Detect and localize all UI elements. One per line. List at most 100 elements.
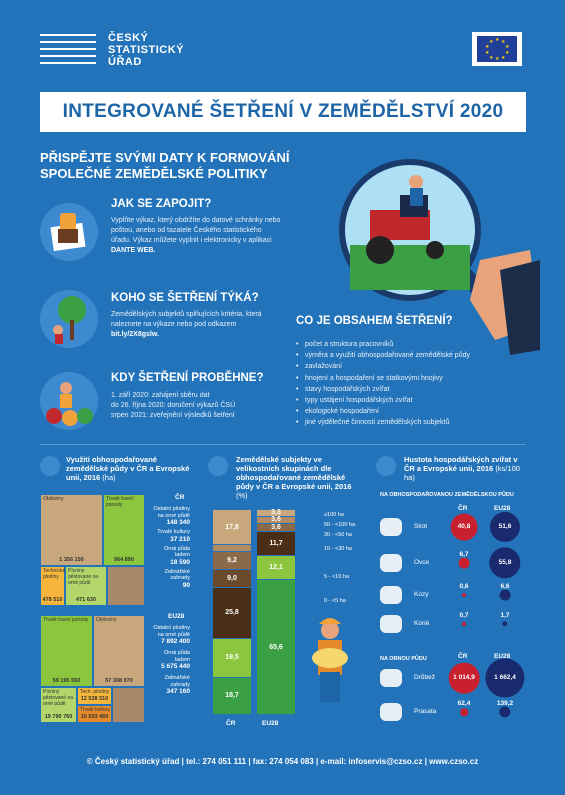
farmer-illustration <box>312 618 348 702</box>
treemap-cell: Obiloviny 1 356 150 <box>40 494 103 566</box>
density-bubble <box>458 557 470 569</box>
animal-label: Kozy <box>414 591 429 598</box>
animal-label: Koně <box>414 620 430 627</box>
density-title: Hustota hospodářských zvířat v ČR a Evro… <box>404 455 520 482</box>
density-bubble <box>462 622 466 626</box>
density-value: 6,7 <box>459 551 469 558</box>
land-eu-side: Ostatní plodiny na orné půdě 7 892 400 Or… <box>153 625 190 695</box>
density-bubble <box>448 662 480 694</box>
legend-item: 10 - <30 ha <box>324 546 352 552</box>
bar-segment: 17,8 <box>213 510 251 546</box>
animal-label: Prasata <box>414 708 437 715</box>
animal-icon <box>380 554 402 572</box>
bar-segment: 65,6 <box>257 580 295 715</box>
density-value: 0,7 <box>459 612 469 619</box>
harvest-icon <box>40 372 98 430</box>
list-item: stavy hospodářských zvířat <box>296 384 526 395</box>
eu-flag-icon: ★ ★ ★ ★ ★ ★ ★ ★ ★ ★ <box>472 32 522 66</box>
list-item: hnojení a hospodaření se statkovými hnoj… <box>296 373 526 384</box>
density-value: 0,6 <box>459 583 469 590</box>
how-section: JAK SE ZAPOJIT? Vyplňte výkaz, který obd… <box>111 198 281 256</box>
density-eu-label: EU28 <box>494 505 511 512</box>
animal-icon <box>380 669 402 687</box>
treemap-cell: Tech. plodiny 12 538 510 <box>77 687 112 705</box>
size-cr-bar: 17,8 9,2 9,0 25,8 19,5 18,7 <box>213 510 251 715</box>
tractor-icon <box>40 456 60 476</box>
survey-link[interactable]: bit.ly/2X8gslw. <box>111 331 159 338</box>
legend-item: ≥100 ha <box>324 512 344 518</box>
legend-item: 50 - <100 ha <box>324 522 356 528</box>
dante-web-link[interactable]: DANTE WEB. <box>111 247 156 254</box>
bar-segment: 11,7 <box>257 531 295 556</box>
bar-segment: 3,6 <box>257 524 295 532</box>
magnifier-illustration <box>339 159 540 355</box>
density-value: 1 014,9 <box>453 674 475 681</box>
density-cr-label: ČR <box>458 505 468 512</box>
globe-icon <box>208 456 228 476</box>
land-cr-side: Ostatní plodiny na orné půdě 148 340 Trva… <box>153 506 190 589</box>
treemap-cell: Pícniny pěstované na orné půdě 471 630 <box>65 566 107 606</box>
footer: © Český statistický úřad | tel.: 274 051… <box>86 757 479 766</box>
density-bubble <box>450 513 478 541</box>
treemap-cell <box>112 687 145 723</box>
bar-segment: 9,0 <box>213 569 251 588</box>
org-logo: ČESKÝ STATISTICKÝ ÚŘAD <box>108 32 184 68</box>
lead-text: PŘISPĚJTE SVÝMI DATY K FORMOVÁNÍ SPOLEČNÉ… <box>40 150 290 181</box>
when-heading: KDY ŠETŘENÍ PROBĚHNE? <box>111 372 264 384</box>
list-item: výměra a využití obhospodařované zeměděl… <box>296 350 526 361</box>
list-item: zavlažování <box>296 361 526 372</box>
bar-segment: 3,6 <box>257 516 295 525</box>
how-heading: JAK SE ZAPOJIT? <box>111 198 212 210</box>
bar-segment: 9,2 <box>213 551 251 570</box>
density-bubble <box>499 706 511 718</box>
tree-farmer-icon <box>40 290 98 348</box>
legend-item: 5 - <10 ha <box>324 574 349 580</box>
how-text: Vyplňte výkaz, který obdržíte do datové … <box>111 217 281 244</box>
land-title: Využití obhospodařované zemědělské půdy … <box>66 455 190 482</box>
treemap-cell: Obiloviny 57 308 970 <box>93 615 145 687</box>
land-eu-treemap: Trvalé travní porosty 59 195 550 Obilovin… <box>40 615 145 723</box>
density-bubble <box>460 708 468 716</box>
density-bubble <box>489 511 521 543</box>
size-title: Zemědělské subjekty ve velikostních skup… <box>236 455 352 500</box>
legend-item: 30 - <50 ha <box>324 532 352 538</box>
who-heading: KOHO SE ŠETŘENÍ TÝKÁ? <box>111 292 259 304</box>
when-line-2: do 26. října 2020: doručení výkazů ČSÚ <box>111 402 236 409</box>
land-cr-treemap: Obiloviny 1 356 150 Trvalé travní porosty… <box>40 494 145 606</box>
divider <box>40 444 526 445</box>
density-bubble <box>485 658 525 698</box>
when-section: KDY ŠETŘENÍ PROBĚHNE? 1. září 2020: zahá… <box>111 372 291 421</box>
what-section: CO JE OBSAHEM ŠETŘENÍ? počet a struktura… <box>296 315 526 429</box>
treemap-cell: Trvalé travní porosty 59 195 550 <box>40 615 93 687</box>
animal-label: Drůbež <box>414 674 435 681</box>
legend-item: 0 - <5 ha <box>324 598 346 604</box>
list-item: počet a struktura pracovníků <box>296 339 526 350</box>
treemap-cell <box>107 566 145 606</box>
animal-label: Ovce <box>414 559 430 566</box>
globe-icon <box>376 456 396 476</box>
density-value: 139,2 <box>496 700 514 707</box>
when-line-3: srpen 2021: zveřejnění výsledků šetření <box>111 412 235 419</box>
animal-icon <box>380 703 402 721</box>
bar-segment: 25,8 <box>213 587 251 640</box>
size-cr-label: ČR <box>226 720 236 727</box>
density-cr-label-2: ČR <box>458 653 468 660</box>
animal-label: Skot <box>414 523 428 530</box>
density-chart: Skot 40,8 51,6 Ovce 6,7 55,8 Kozy 0,6 6,6 Koně 0,7… <box>376 0 556 760</box>
bar-segment <box>213 545 251 552</box>
density-bubble <box>502 621 508 627</box>
density-value: 1,7 <box>500 612 510 619</box>
treemap-cell: Trvalé kultury 10 503 460 <box>77 705 112 723</box>
bar-segment: 12,1 <box>257 555 295 581</box>
size-eu-label: EU28 <box>262 720 279 727</box>
treemap-cell: Technické plodiny 478 510 <box>40 566 65 606</box>
when-line-1: 1. září 2020: zahájení sběru dat <box>111 392 210 399</box>
density-value: 55,8 <box>498 559 512 566</box>
list-item: ekologické hospodaření <box>296 406 526 417</box>
logo-lines <box>40 34 96 69</box>
animal-icon <box>380 615 402 633</box>
who-section: KOHO SE ŠETŘENÍ TÝKÁ? Zemědělských subje… <box>111 292 281 340</box>
bar-segment: 18,7 <box>213 677 251 715</box>
density-bubble <box>489 547 521 579</box>
density-bubble <box>462 593 466 597</box>
